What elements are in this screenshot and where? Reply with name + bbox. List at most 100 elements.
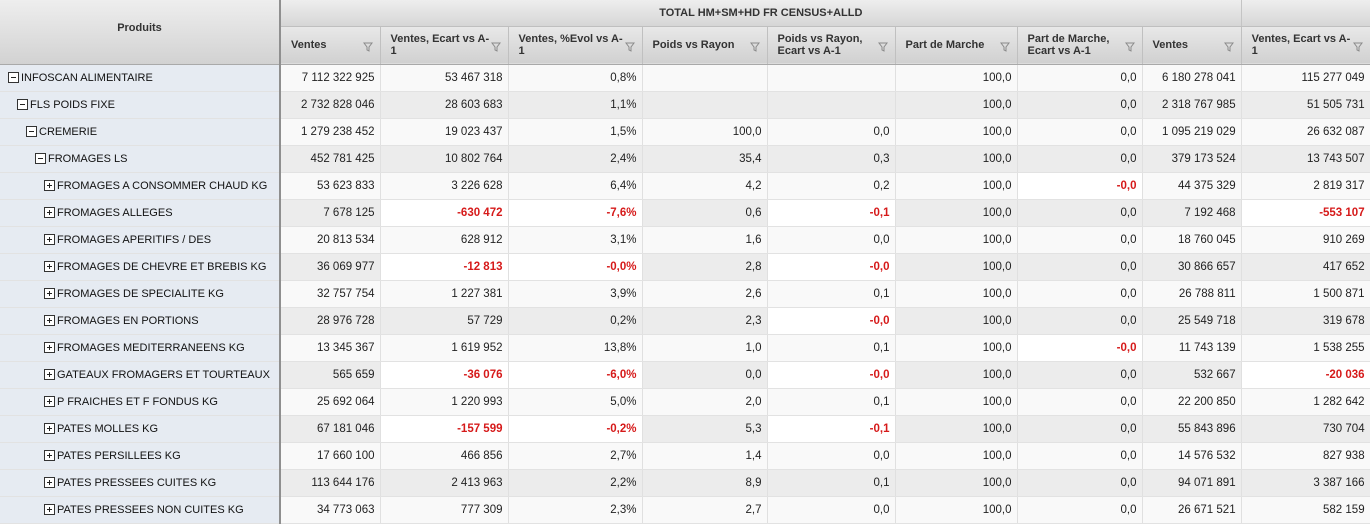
value-cell-poids-vs-rayon-ecart-vs-a-1-4: -0,0 bbox=[767, 307, 896, 335]
table-row: FROMAGES MEDITERRANEENS KG 13 345 367 1 61… bbox=[0, 334, 1370, 362]
column-header-label: Part de Marche bbox=[905, 39, 985, 51]
value-cell-ventes-7: 532 667 bbox=[1142, 361, 1242, 389]
filter-funnel-icon[interactable] bbox=[624, 42, 635, 52]
product-label[interactable]: PATES PRESSEES NON CUITES KG bbox=[57, 503, 244, 516]
value-cell-ventes-0: 7 112 322 925 bbox=[280, 64, 381, 92]
value-cell-ventes-ecart-vs-a-1-8: 3 387 166 bbox=[1241, 469, 1370, 497]
value-cell-ventes-0: 67 181 046 bbox=[280, 415, 381, 443]
value-cell-part-de-marche-ecart-vs-a-1-6: 0,0 bbox=[1017, 442, 1143, 470]
value-cell-ventes-ecart-vs-a-1-8: 582 159 bbox=[1241, 496, 1370, 524]
product-cell: PATES PRESSEES CUITES KG bbox=[0, 469, 281, 497]
product-label[interactable]: FROMAGES APERITIFS / DES bbox=[57, 233, 212, 246]
filter-funnel-icon[interactable] bbox=[1223, 42, 1234, 52]
product-label[interactable]: FROMAGES MEDITERRANEENS KG bbox=[57, 341, 245, 354]
plus-box-icon[interactable] bbox=[44, 342, 55, 353]
column-header-part-de-marche-5[interactable]: Part de Marche bbox=[895, 26, 1018, 65]
value-cell-ventes-evol-vs-a-1-2: -0,2% bbox=[508, 415, 643, 443]
product-label[interactable]: FROMAGES DE SPECIALITE KG bbox=[57, 287, 224, 300]
product-label[interactable]: GATEAUX FROMAGERS ET TOURTEAUX bbox=[57, 368, 270, 381]
value-cell-ventes-ecart-vs-a-1-1: 10 802 764 bbox=[380, 145, 509, 173]
value-cell-ventes-0: 53 623 833 bbox=[280, 172, 381, 200]
value-cell-poids-vs-rayon-ecart-vs-a-1-4: 0,2 bbox=[767, 172, 896, 200]
plus-box-icon[interactable] bbox=[44, 315, 55, 326]
column-header-ventes-7[interactable]: Ventes bbox=[1142, 26, 1242, 65]
value-cell-ventes-ecart-vs-a-1-1: 1 619 952 bbox=[380, 334, 509, 362]
table-row: P FRAICHES ET F FONDUS KG 25 692 064 1 220… bbox=[0, 388, 1370, 416]
table-row: PATES PRESSEES CUITES KG 113 644 176 2 413… bbox=[0, 469, 1370, 497]
plus-box-icon[interactable] bbox=[44, 450, 55, 461]
plus-box-icon[interactable] bbox=[44, 477, 55, 488]
value-cell-ventes-ecart-vs-a-1-8: 417 652 bbox=[1241, 253, 1370, 281]
filter-funnel-icon[interactable] bbox=[877, 42, 888, 52]
table-body: INFOSCAN ALIMENTAIRE 7 112 322 925 53 467 … bbox=[0, 64, 1370, 524]
product-cell: FROMAGES LS bbox=[0, 145, 281, 173]
table-row: FROMAGES DE SPECIALITE KG 32 757 754 1 227… bbox=[0, 280, 1370, 308]
value-cell-ventes-ecart-vs-a-1-1: -630 472 bbox=[380, 199, 509, 227]
value-cell-ventes-evol-vs-a-1-2: -6,0% bbox=[508, 361, 643, 389]
product-cell: FLS POIDS FIXE bbox=[0, 91, 281, 119]
minus-box-icon[interactable] bbox=[8, 72, 19, 83]
plus-box-icon[interactable] bbox=[44, 234, 55, 245]
value-cell-part-de-marche-ecart-vs-a-1-6: 0,0 bbox=[1017, 361, 1143, 389]
value-cell-poids-vs-rayon-ecart-vs-a-1-4: 0,1 bbox=[767, 469, 896, 497]
value-cell-poids-vs-rayon-ecart-vs-a-1-4: 0,3 bbox=[767, 145, 896, 173]
value-cell-poids-vs-rayon-ecart-vs-a-1-4: 0,1 bbox=[767, 280, 896, 308]
plus-box-icon[interactable] bbox=[44, 207, 55, 218]
filter-funnel-icon[interactable] bbox=[490, 42, 501, 52]
product-label[interactable]: FROMAGES DE CHEVRE ET BREBIS KG bbox=[57, 260, 267, 273]
value-cell-poids-vs-rayon-3: 35,4 bbox=[642, 145, 768, 173]
minus-box-icon[interactable] bbox=[26, 126, 37, 137]
filter-funnel-icon[interactable] bbox=[1352, 42, 1363, 52]
product-label[interactable]: FROMAGES ALLEGES bbox=[57, 206, 173, 219]
column-header-ventes-ecart-vs-a-1-1[interactable]: Ventes, Ecart vs A-1 bbox=[380, 26, 509, 65]
column-header-ventes-evol-vs-a-1-2[interactable]: Ventes, %Evol vs A-1 bbox=[508, 26, 643, 65]
product-label[interactable]: P FRAICHES ET F FONDUS KG bbox=[57, 395, 218, 408]
plus-box-icon[interactable] bbox=[44, 180, 55, 191]
value-cell-ventes-7: 379 173 524 bbox=[1142, 145, 1242, 173]
value-cell-ventes-ecart-vs-a-1-1: -12 813 bbox=[380, 253, 509, 281]
filter-funnel-icon[interactable] bbox=[749, 42, 760, 52]
minus-box-icon[interactable] bbox=[35, 153, 46, 164]
product-label[interactable]: PATES MOLLES KG bbox=[57, 422, 159, 435]
column-header-part-de-marche-ecart-vs-a-1-6[interactable]: Part de Marche, Ecart vs A-1 bbox=[1017, 26, 1143, 65]
value-cell-poids-vs-rayon-ecart-vs-a-1-4: 0,1 bbox=[767, 388, 896, 416]
product-label[interactable]: PATES PRESSEES CUITES KG bbox=[57, 476, 217, 489]
plus-box-icon[interactable] bbox=[44, 423, 55, 434]
value-cell-part-de-marche-5: 100,0 bbox=[895, 118, 1018, 146]
product-label[interactable]: FROMAGES LS bbox=[48, 152, 128, 165]
product-label[interactable]: CREMERIE bbox=[39, 125, 98, 138]
value-cell-ventes-ecart-vs-a-1-1: -36 076 bbox=[380, 361, 509, 389]
plus-box-icon[interactable] bbox=[44, 369, 55, 380]
plus-box-icon[interactable] bbox=[44, 396, 55, 407]
column-header-poids-vs-rayon-3[interactable]: Poids vs Rayon bbox=[642, 26, 768, 65]
product-label[interactable]: PATES PERSILLEES KG bbox=[57, 449, 181, 462]
column-header-label: Ventes, Ecart vs A-1 bbox=[390, 33, 490, 57]
minus-box-icon[interactable] bbox=[17, 99, 28, 110]
filter-funnel-icon[interactable] bbox=[362, 42, 373, 52]
product-label[interactable]: FROMAGES A CONSOMMER CHAUD KG bbox=[57, 179, 268, 192]
product-label[interactable]: INFOSCAN ALIMENTAIRE bbox=[21, 71, 153, 84]
plus-box-icon[interactable] bbox=[44, 504, 55, 515]
plus-box-icon[interactable] bbox=[44, 261, 55, 272]
column-header-label: Ventes, %Evol vs A-1 bbox=[518, 33, 623, 57]
value-cell-ventes-7: 94 071 891 bbox=[1142, 469, 1242, 497]
column-header-poids-vs-rayon-ecart-vs-a-1-4[interactable]: Poids vs Rayon, Ecart vs A-1 bbox=[767, 26, 896, 65]
column-header-ventes-0[interactable]: Ventes bbox=[280, 26, 381, 65]
product-cell: FROMAGES EN PORTIONS bbox=[0, 307, 281, 335]
value-cell-ventes-evol-vs-a-1-2: 0,2% bbox=[508, 307, 643, 335]
value-cell-ventes-evol-vs-a-1-2: 6,4% bbox=[508, 172, 643, 200]
value-cell-ventes-7: 26 671 521 bbox=[1142, 496, 1242, 524]
value-cell-ventes-evol-vs-a-1-2: 2,3% bbox=[508, 496, 643, 524]
value-cell-ventes-ecart-vs-a-1-8: 26 632 087 bbox=[1241, 118, 1370, 146]
value-cell-ventes-7: 22 200 850 bbox=[1142, 388, 1242, 416]
product-label[interactable]: FLS POIDS FIXE bbox=[30, 98, 115, 111]
product-label[interactable]: FROMAGES EN PORTIONS bbox=[57, 314, 199, 327]
plus-box-icon[interactable] bbox=[44, 288, 55, 299]
value-cell-ventes-7: 6 180 278 041 bbox=[1142, 64, 1242, 92]
filter-funnel-icon[interactable] bbox=[1124, 42, 1135, 52]
products-column-header[interactable]: Produits bbox=[0, 0, 281, 65]
filter-funnel-icon[interactable] bbox=[999, 42, 1010, 52]
column-header-ventes-ecart-vs-a-1-8[interactable]: Ventes, Ecart vs A-1 bbox=[1241, 26, 1370, 65]
value-cell-ventes-evol-vs-a-1-2: 3,9% bbox=[508, 280, 643, 308]
